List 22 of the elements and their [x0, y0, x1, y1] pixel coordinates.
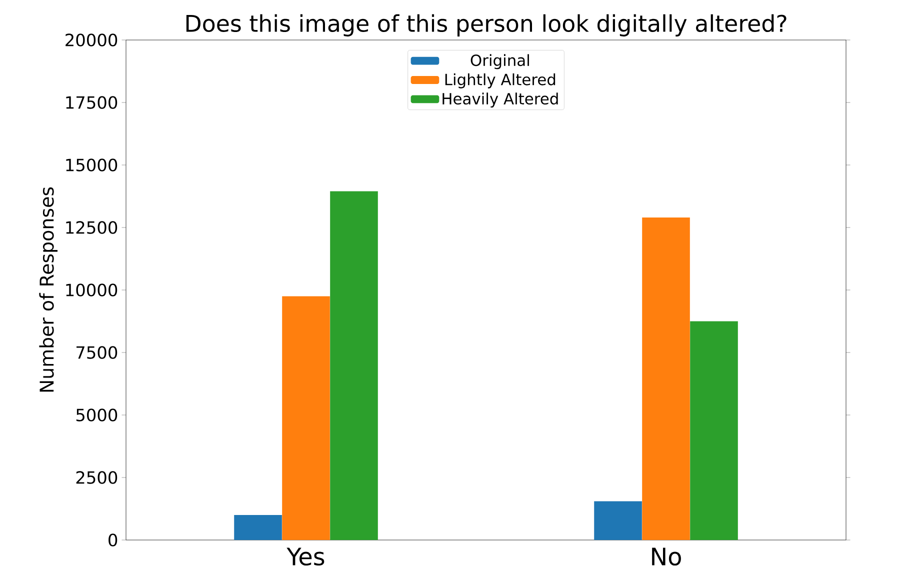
bar: [594, 501, 642, 540]
x-tick-label: Yes: [286, 548, 324, 566]
y-tick-label: 5000: [76, 408, 118, 422]
legend-label: Lightly Altered: [445, 73, 556, 88]
y-tick-label: 10000: [66, 284, 118, 296]
x-tick-label: No: [652, 548, 681, 566]
y-tick-label: 0: [108, 534, 118, 546]
y-tick-label: 20000: [66, 34, 118, 46]
y-tick-label: 12500: [66, 221, 118, 234]
bar: [330, 191, 378, 540]
y-tick-label: 2500: [76, 471, 118, 484]
chart-title: Does this image of this person look digitally altered?: [186, 14, 786, 36]
legend-label: Original: [470, 54, 529, 70]
y-axis-title: Number of Responses: [39, 187, 58, 392]
y-tick-label: 15000: [66, 158, 118, 172]
y-tick-label: 17500: [66, 96, 118, 109]
bar: [642, 217, 690, 540]
bar: [282, 296, 330, 540]
bar: [234, 515, 282, 540]
bar: [690, 321, 738, 540]
legend-label: Heavily Altered: [442, 92, 558, 108]
y-tick-label: 7500: [76, 346, 118, 359]
